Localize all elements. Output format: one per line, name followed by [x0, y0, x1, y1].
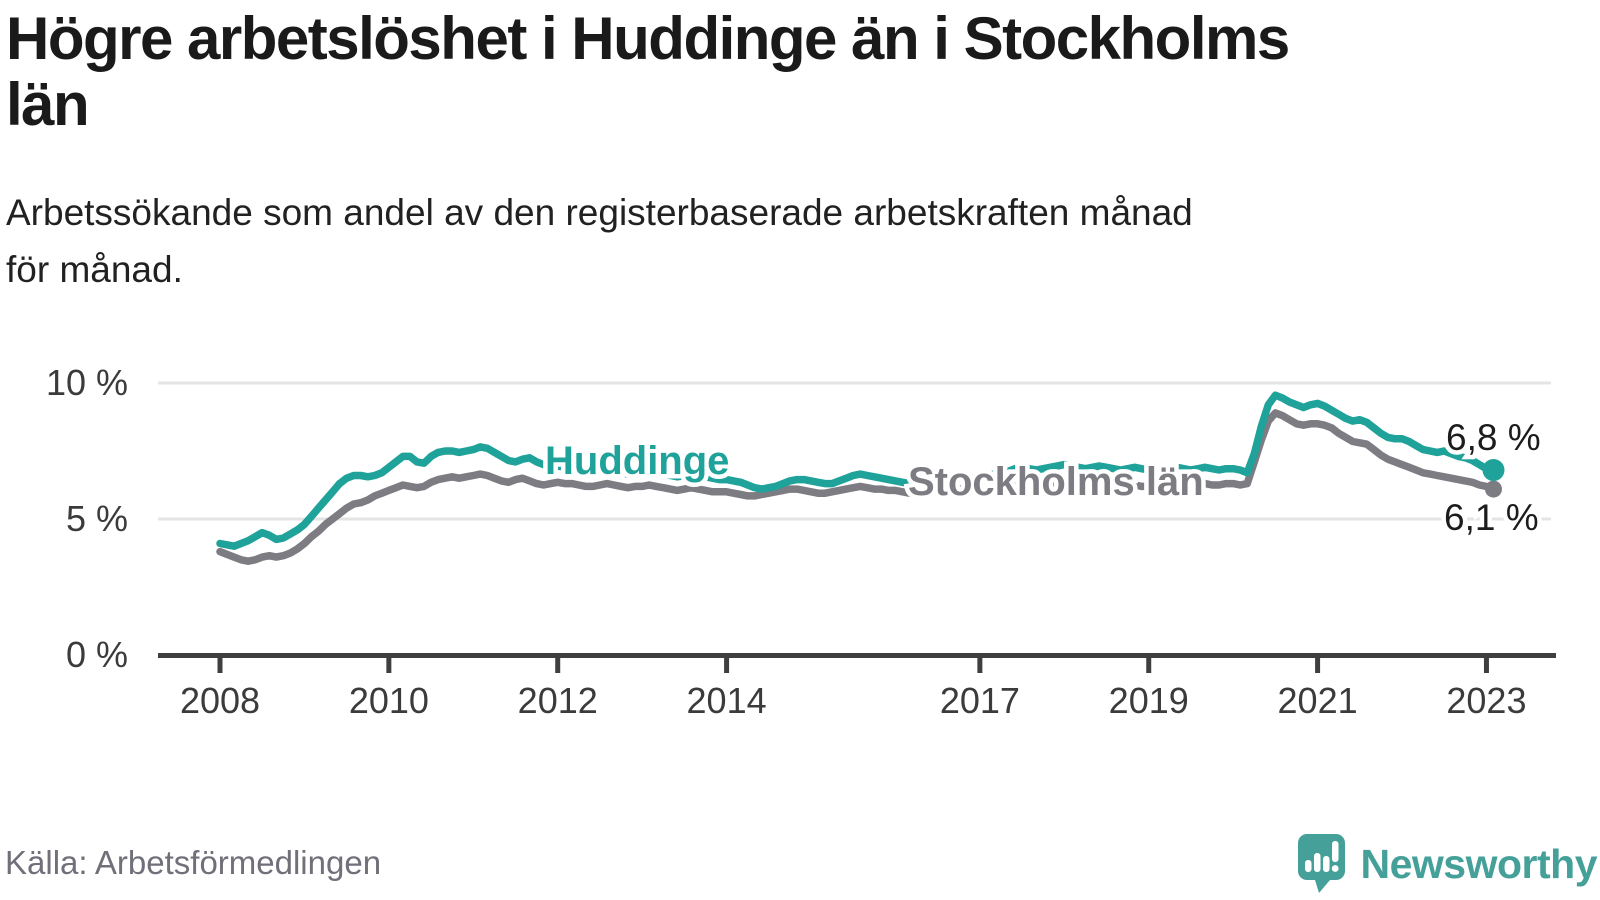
- page-subtitle: Arbetssökande som andel av den registerb…: [6, 184, 1580, 298]
- y-tick-label-0: 0 %: [66, 634, 128, 675]
- bar-3: [1322, 856, 1329, 872]
- page-title-line-2: län: [6, 71, 90, 138]
- page-subtitle-line-2: för månad.: [6, 249, 183, 290]
- x-tick-label-2014: 2014: [687, 680, 767, 721]
- x-tick-label-2017: 2017: [940, 680, 1020, 721]
- y-tick-label-5: 5 %: [66, 498, 128, 539]
- bar-2: [1313, 853, 1320, 872]
- series-line-huddinge: [216, 391, 1498, 550]
- exclamation-bar: [1331, 841, 1338, 862]
- series-end-dot-stockholms-l-n: [1484, 480, 1502, 498]
- series-label-huddinge: Huddinge: [545, 439, 729, 483]
- page-title: Högre arbetslöshet i Huddinge än i Stock…: [6, 6, 1592, 138]
- newsworthy-logo-text: Newsworthy: [1360, 841, 1598, 887]
- x-tick-label-2008: 2008: [180, 680, 260, 721]
- newsworthy-logo-icon: [1297, 834, 1345, 893]
- newsworthy-logo: Newsworthy: [1297, 834, 1598, 898]
- end-value-label-huddinge: 6,8 %: [1446, 417, 1541, 458]
- x-tick-label-2019: 2019: [1109, 680, 1189, 721]
- x-tick-label-2012: 2012: [518, 680, 598, 721]
- x-tick-label-2023: 2023: [1446, 680, 1526, 721]
- series-line-stockholms-l-n: [216, 409, 1498, 565]
- end-value-label-stockholms-l-n: 6,1 %: [1444, 497, 1539, 538]
- bar-1: [1304, 860, 1311, 872]
- series-end-dot-huddinge: [1482, 459, 1505, 482]
- exclamation-dot: [1331, 865, 1339, 872]
- source-note: Källa: Arbetsförmedlingen: [5, 844, 382, 881]
- series-label-stockholms-l-n: Stockholms län: [908, 460, 1204, 504]
- page-title-line-1: Högre arbetslöshet i Huddinge än i Stock…: [6, 5, 1290, 72]
- page-subtitle-line-1: Arbetssökande som andel av den registerb…: [6, 192, 1193, 233]
- y-tick-label-10: 10 %: [46, 362, 128, 403]
- x-tick-label-2021: 2021: [1278, 680, 1358, 721]
- x-tick-label-2010: 2010: [349, 680, 429, 721]
